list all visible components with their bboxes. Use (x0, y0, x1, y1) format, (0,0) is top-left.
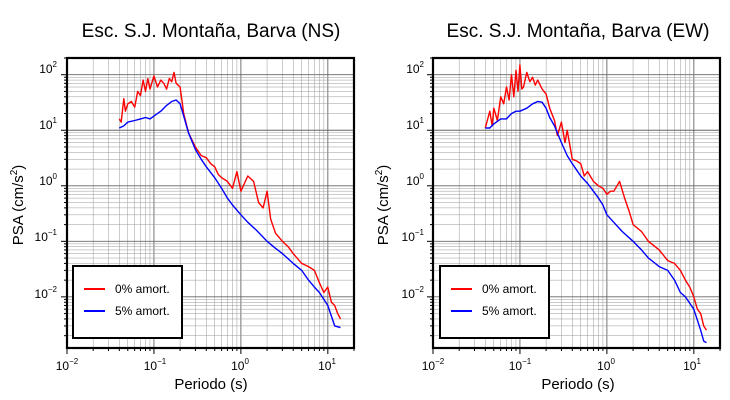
series-line-0pct-ew (484, 64, 708, 331)
legend-ew: 0% amort. 5% amort. (439, 265, 550, 339)
chart-ns: Esc. S.J. Montaña, Barva (NS) 0% amort. … (9, 21, 356, 393)
y-tick-label-ns-4: 102 (39, 60, 57, 76)
series-line-5pct-ns (119, 99, 341, 329)
x-tick-label-ew-1: 10−1 (509, 357, 532, 373)
x-axis-label-ew: Periodo (s) (541, 376, 614, 393)
x-tick-label-ns-0: 10−2 (56, 357, 79, 373)
legend-label-5pct-ns: 5% amort. (115, 304, 170, 318)
y-tick-label-ew-1: 10−1 (402, 228, 425, 244)
x-tick-label-ns-2: 100 (231, 357, 249, 373)
chart-ew: Esc. S.J. Montaña, Barva (EW) 0% amort. … (374, 21, 722, 393)
plot-frame-ns (65, 56, 356, 350)
y-tick-label-ew-3: 101 (406, 116, 424, 132)
series-group-ew (431, 56, 722, 350)
y-tick-label-ew-0: 10−2 (402, 285, 425, 301)
y-axis-label-ns: PSA (cm/s2) (9, 165, 27, 246)
legend-label-0pct-ns: 0% amort. (115, 282, 170, 296)
series-line-0pct-ns (118, 71, 342, 320)
y-tick-label-ew-4: 102 (406, 60, 424, 76)
legend-box-ew (439, 265, 550, 339)
chart-title-ns: Esc. S.J. Montaña, Barva (NS) (82, 21, 341, 42)
legend-ns: 0% amort. 5% amort. (72, 265, 183, 339)
y-tick-label-ns-2: 100 (39, 172, 57, 188)
y-tick-label-ew-2: 100 (406, 172, 424, 188)
y-axis-label-ew: PSA (cm/s2) (374, 165, 392, 246)
x-tick-label-ew-2: 100 (597, 357, 615, 373)
plot-frame-ew (431, 56, 722, 350)
x-tick-label-ew-0: 10−2 (422, 357, 445, 373)
x-tick-label-ew-3: 101 (683, 357, 701, 373)
x-tick-label-ns-3: 101 (318, 357, 336, 373)
series-line-5pct-ew (485, 100, 707, 344)
y-tick-label-ns-1: 10−1 (35, 228, 58, 244)
y-tick-label-ns-3: 101 (39, 116, 57, 132)
legend-box-ns (72, 265, 183, 339)
series-group-ns (65, 56, 356, 350)
x-axis-label-ns: Periodo (s) (174, 376, 247, 393)
legend-label-0pct-ew: 0% amort. (482, 282, 537, 296)
chart-title-ew: Esc. S.J. Montaña, Barva (EW) (447, 21, 710, 42)
y-tick-label-ns-0: 10−2 (35, 285, 58, 301)
x-tick-label-ns-1: 10−1 (144, 357, 167, 373)
legend-label-5pct-ew: 5% amort. (482, 304, 537, 318)
